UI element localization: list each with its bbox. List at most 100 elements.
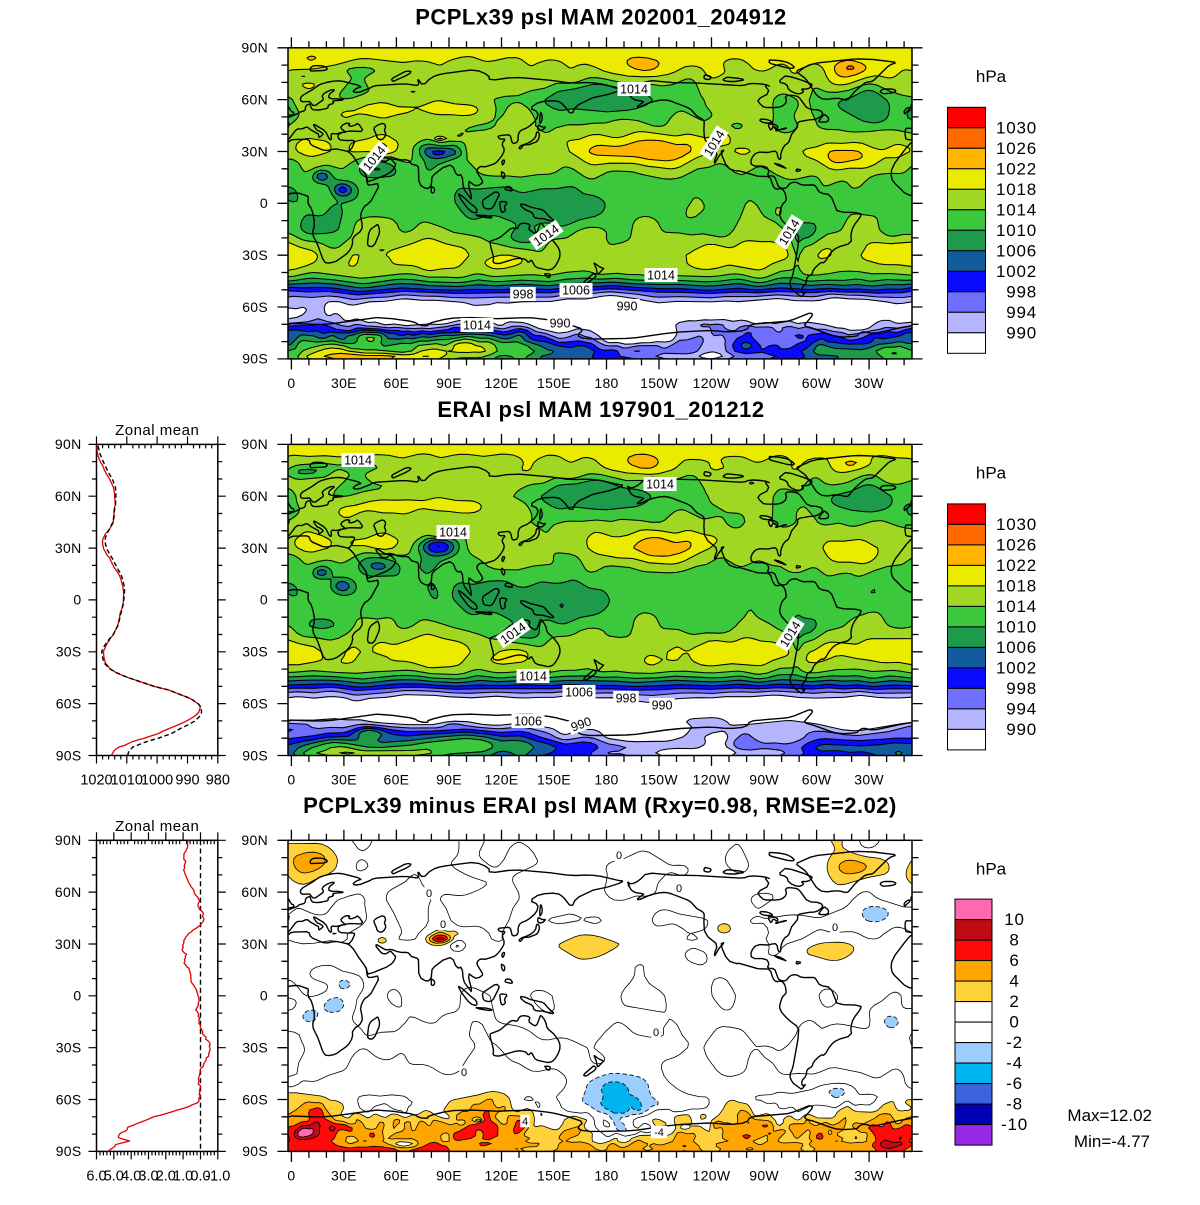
svg-text:30S: 30S [242,247,268,263]
svg-text:PCPLx39 psl MAM 202001_204912: PCPLx39 psl MAM 202001_204912 [415,5,787,30]
svg-text:90S: 90S [242,747,268,763]
svg-text:120W: 120W [693,1167,731,1183]
svg-text:60S: 60S [242,299,268,315]
svg-text:60S: 60S [242,1091,268,1107]
svg-text:ERAI psl MAM 197901_201212: ERAI psl MAM 197901_201212 [437,397,764,422]
svg-text:998: 998 [1006,679,1037,698]
svg-text:120E: 120E [485,375,519,391]
svg-text:6: 6 [1009,951,1019,970]
svg-text:998: 998 [616,692,637,706]
svg-text:90E: 90E [436,1167,462,1183]
svg-text:1014: 1014 [439,526,467,540]
svg-text:0: 0 [260,195,268,211]
svg-text:90E: 90E [436,772,462,788]
svg-text:30N: 30N [241,143,268,159]
svg-text:1014: 1014 [519,670,547,684]
svg-text:0: 0 [287,772,295,788]
svg-text:30N: 30N [241,936,268,952]
svg-text:hPa: hPa [976,860,1007,879]
svg-text:30W: 30W [854,375,884,391]
svg-text:1006: 1006 [996,638,1037,657]
svg-text:180: 180 [594,772,618,788]
svg-text:990: 990 [1006,323,1037,342]
svg-text:1030: 1030 [996,118,1037,137]
svg-text:30N: 30N [55,936,82,952]
svg-text:0: 0 [426,888,432,900]
svg-text:1022: 1022 [996,556,1037,575]
svg-text:30S: 30S [56,1040,82,1056]
svg-text:3.0: 3.0 [138,1168,158,1184]
svg-text:-2: -2 [1006,1033,1023,1052]
svg-text:1006: 1006 [562,284,590,298]
svg-text:1006: 1006 [996,241,1037,260]
svg-text:30E: 30E [331,772,357,788]
svg-text:1018: 1018 [996,180,1037,199]
svg-text:-4: -4 [1006,1054,1023,1073]
svg-text:60S: 60S [56,695,82,711]
svg-text:0: 0 [440,919,446,931]
svg-text:hPa: hPa [976,67,1007,86]
svg-text:90N: 90N [55,436,82,452]
svg-text:Zonal mean: Zonal mean [115,422,199,439]
svg-text:1014: 1014 [647,269,675,283]
svg-text:1006: 1006 [565,686,593,700]
svg-text:1010: 1010 [111,773,143,789]
svg-text:90N: 90N [241,40,268,56]
svg-text:1026: 1026 [996,535,1037,554]
svg-text:60N: 60N [241,884,268,900]
svg-text:1022: 1022 [996,159,1037,178]
svg-text:90W: 90W [749,772,779,788]
svg-text:150W: 150W [640,1167,678,1183]
svg-text:1010: 1010 [996,221,1037,240]
svg-text:30S: 30S [242,1040,268,1056]
svg-text:0: 0 [461,1067,467,1079]
svg-text:30W: 30W [854,772,884,788]
svg-text:0: 0 [653,1027,659,1039]
svg-text:1000: 1000 [141,773,173,789]
svg-text:994: 994 [1006,699,1037,718]
svg-text:990: 990 [550,317,571,331]
svg-text:Max=12.02: Max=12.02 [1067,1106,1152,1125]
svg-text:30S: 30S [242,644,268,660]
svg-text:6.0: 6.0 [86,1168,106,1184]
svg-text:60E: 60E [383,772,409,788]
svg-text:30N: 30N [55,540,82,556]
svg-text:PCPLx39 minus ERAI psl MAM (Rx: PCPLx39 minus ERAI psl MAM (Rxy=0.98, RM… [303,793,897,818]
svg-text:-1.0: -1.0 [205,1168,230,1184]
svg-text:90S: 90S [56,1143,82,1159]
svg-text:150E: 150E [537,772,571,788]
svg-text:60W: 60W [802,772,832,788]
svg-text:Min=-4.77: Min=-4.77 [1074,1132,1150,1151]
svg-text:0.0: 0.0 [190,1168,210,1184]
svg-text:90W: 90W [749,1167,779,1183]
svg-text:150W: 150W [640,772,678,788]
svg-text:60W: 60W [802,1167,832,1183]
svg-text:90S: 90S [242,1143,268,1159]
svg-text:120W: 120W [693,375,731,391]
svg-text:-10: -10 [1001,1115,1028,1134]
svg-text:180: 180 [594,1167,618,1183]
svg-text:1014: 1014 [996,200,1037,219]
svg-text:4: 4 [1009,972,1019,991]
svg-text:994: 994 [1006,303,1037,322]
svg-text:-4: -4 [654,1127,664,1139]
svg-text:4: 4 [522,1116,528,1128]
svg-text:60S: 60S [56,1091,82,1107]
svg-text:1014: 1014 [463,319,491,333]
svg-text:990: 990 [175,773,199,789]
svg-text:120W: 120W [693,772,731,788]
svg-text:2.0: 2.0 [156,1168,176,1184]
svg-text:4.0: 4.0 [121,1168,141,1184]
svg-text:90N: 90N [241,832,268,848]
svg-text:980: 980 [206,773,230,789]
svg-text:990: 990 [569,714,593,734]
svg-text:0: 0 [616,850,622,862]
svg-text:90E: 90E [436,375,462,391]
svg-text:1002: 1002 [996,658,1037,677]
svg-text:1020: 1020 [80,773,112,789]
svg-text:1014: 1014 [646,478,674,492]
svg-text:150E: 150E [537,1167,571,1183]
svg-text:90N: 90N [55,832,82,848]
svg-text:30S: 30S [56,644,82,660]
svg-text:1006: 1006 [514,715,542,729]
